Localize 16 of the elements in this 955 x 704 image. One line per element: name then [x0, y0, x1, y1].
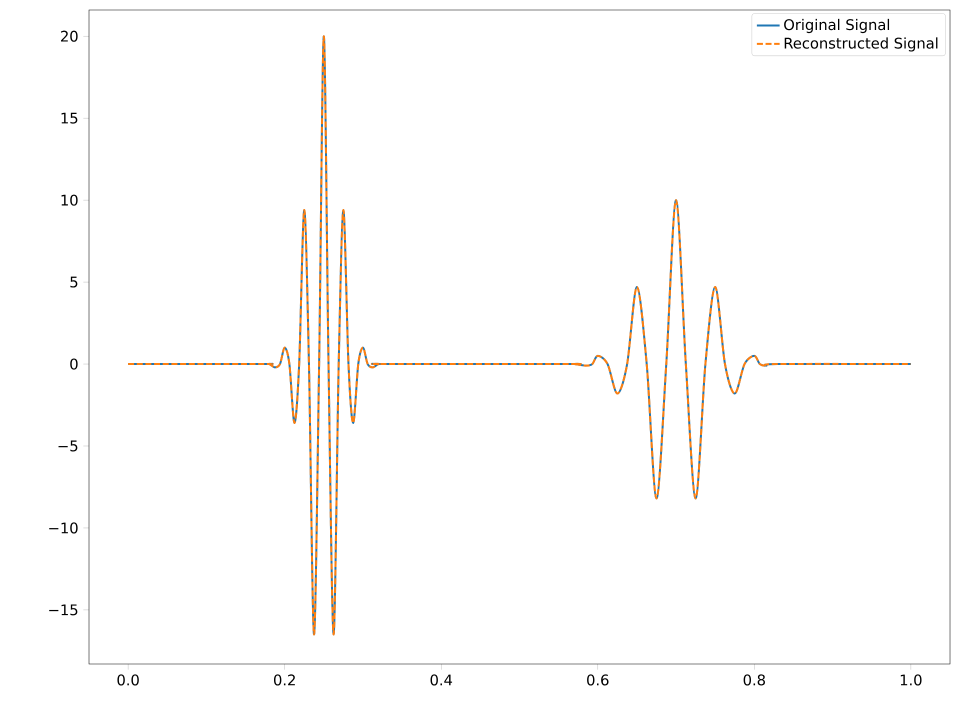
y-tick-label: 10 — [62, 194, 78, 206]
y-tick-label: 15 — [62, 112, 78, 124]
y-tick-label: 20 — [61, 30, 78, 42]
legend-label: Original Signal — [784, 18, 890, 34]
x-tick-label: 0.8 — [744, 674, 765, 686]
x-tick-label: 0.2 — [274, 674, 295, 686]
x-tick-label: 0.6 — [587, 674, 609, 686]
x-tick-label: 0.0 — [117, 674, 139, 686]
x-tick-label: 1.0 — [900, 674, 922, 686]
y-tick-label: 0 — [70, 358, 78, 370]
y-tick-label: −5 — [58, 440, 78, 452]
x-tick-label: 0.4 — [430, 674, 452, 686]
y-tick-label: −15 — [49, 604, 78, 616]
legend-label: Reconstructed Signal — [784, 37, 938, 52]
y-tick-label: 5 — [70, 276, 78, 288]
y-tick-label: −10 — [49, 522, 78, 534]
